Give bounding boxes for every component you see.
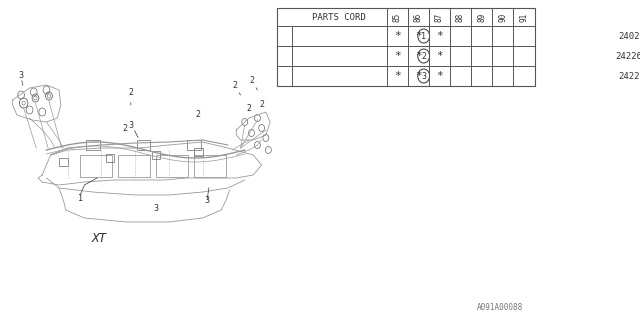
Text: 90: 90 bbox=[498, 12, 507, 22]
Text: 2: 2 bbox=[259, 100, 264, 108]
Text: 88: 88 bbox=[456, 12, 465, 22]
Bar bbox=[156, 155, 188, 177]
Text: XT: XT bbox=[92, 231, 107, 244]
Text: 3: 3 bbox=[204, 196, 209, 204]
Bar bbox=[194, 155, 226, 177]
Text: PARTS CORD: PARTS CORD bbox=[312, 12, 366, 21]
Text: *: * bbox=[436, 31, 443, 41]
Bar bbox=[118, 155, 150, 177]
Text: 2: 2 bbox=[129, 88, 133, 105]
Bar bbox=[152, 151, 161, 159]
Text: A091A00088: A091A00088 bbox=[477, 303, 524, 312]
Text: 3: 3 bbox=[154, 204, 159, 212]
Text: *: * bbox=[415, 51, 422, 61]
Text: *: * bbox=[394, 71, 401, 81]
Text: 24226A: 24226A bbox=[615, 52, 640, 60]
Text: *: * bbox=[394, 51, 401, 61]
Bar bbox=[277, 8, 535, 86]
Text: 24020: 24020 bbox=[618, 31, 640, 41]
Text: 3: 3 bbox=[421, 71, 426, 81]
Text: 3: 3 bbox=[19, 70, 24, 79]
Text: *: * bbox=[436, 71, 443, 81]
Bar bbox=[80, 155, 112, 177]
Bar bbox=[106, 154, 114, 162]
Text: 86: 86 bbox=[413, 12, 422, 22]
Text: 2: 2 bbox=[421, 52, 426, 60]
Text: 87: 87 bbox=[435, 12, 444, 22]
Text: 85: 85 bbox=[392, 12, 402, 22]
Text: *: * bbox=[415, 71, 422, 81]
Text: *: * bbox=[436, 51, 443, 61]
Text: 1: 1 bbox=[77, 194, 83, 203]
Text: 2: 2 bbox=[249, 76, 257, 90]
Text: 2: 2 bbox=[196, 109, 201, 118]
Text: 1: 1 bbox=[421, 31, 426, 41]
Text: 3: 3 bbox=[129, 121, 133, 130]
Text: 2: 2 bbox=[246, 103, 252, 113]
Text: *: * bbox=[394, 31, 401, 41]
Text: 89: 89 bbox=[477, 12, 486, 22]
Bar bbox=[194, 148, 203, 156]
Text: 91: 91 bbox=[519, 12, 528, 22]
Text: 2: 2 bbox=[232, 81, 241, 95]
Text: 2: 2 bbox=[122, 124, 127, 132]
Bar bbox=[59, 158, 68, 166]
Text: *: * bbox=[415, 31, 422, 41]
Text: 24226: 24226 bbox=[618, 71, 640, 81]
